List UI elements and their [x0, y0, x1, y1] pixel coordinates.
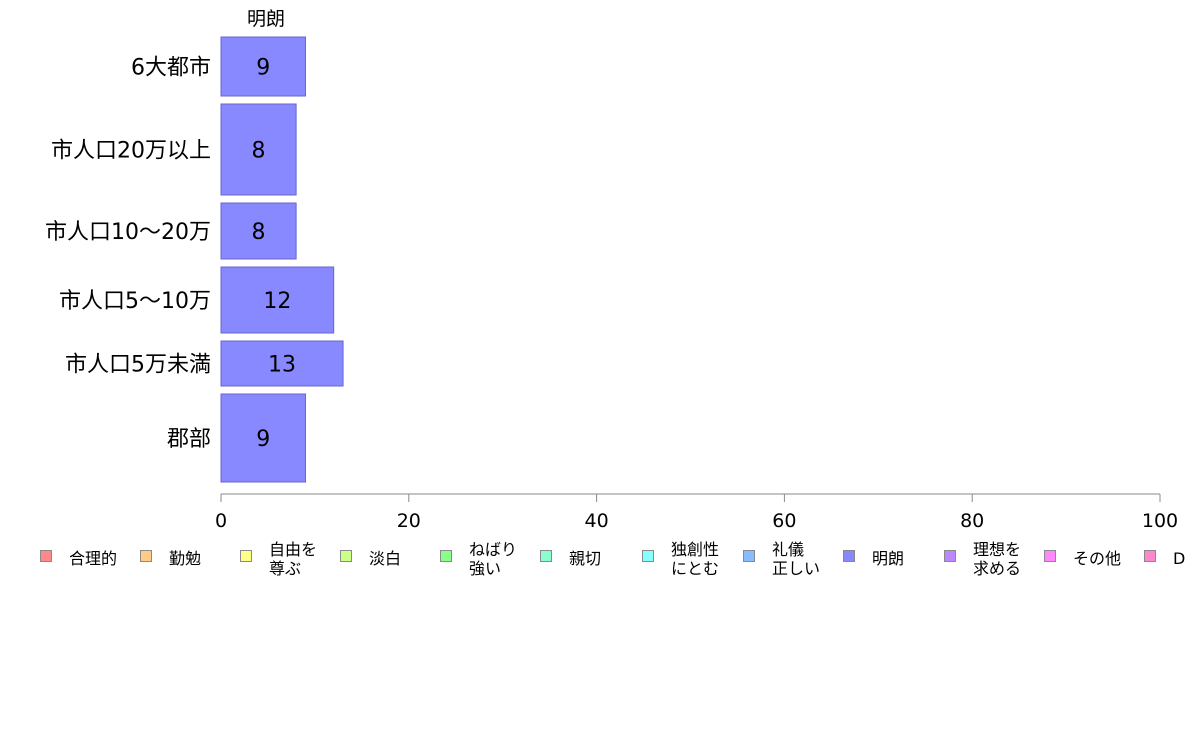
bar-value-label: 9: [256, 427, 270, 452]
bar-value-label: 12: [263, 289, 291, 314]
legend-item: D: [1144, 540, 1185, 568]
bar-value-label: 13: [268, 353, 296, 378]
legend-label: 独創性 にとむ: [671, 540, 720, 578]
category-label: 市人口5〜10万: [59, 289, 211, 314]
bar: [220, 103, 297, 196]
x-tick-label: 20: [397, 510, 421, 532]
category-label: 郡部: [167, 427, 211, 452]
legend-swatch: [340, 550, 352, 562]
bar: [220, 393, 307, 483]
legend-label: 合理的: [69, 549, 118, 568]
legend-label: 理想を 求める: [973, 540, 1022, 578]
legend-item: 自由を 尊ぶ: [240, 540, 317, 578]
legend-swatch: [440, 550, 452, 562]
legend-swatch: [944, 550, 956, 562]
bars-group: 9 6大都市 8 市人口20万以上 8 市人口10〜20万 12 市人口5〜10万 13 市人口5…: [45, 36, 344, 483]
legend-item: 礼儀 正しい: [743, 540, 820, 578]
series-title: 明朗: [247, 8, 285, 30]
legend-label: 親切: [569, 549, 602, 568]
category-label: 市人口10〜20万: [45, 220, 211, 245]
legend-item: 親切: [540, 540, 601, 568]
legend-swatch: [140, 550, 152, 562]
legend-label: 淡白: [369, 549, 402, 568]
bar: [220, 340, 344, 387]
legend-item: 淡白: [340, 540, 401, 568]
bar-value-label: 8: [252, 220, 266, 245]
bar: [220, 36, 307, 97]
x-tick-label: 80: [960, 510, 984, 532]
legend-item: ねばり 強い: [440, 540, 517, 578]
legend-item: 勤勉: [140, 540, 201, 568]
legend-swatch: [1044, 550, 1056, 562]
x-axis: 0 20 40 60 80 100: [215, 493, 1178, 532]
legend-label: その他: [1073, 549, 1122, 568]
category-label: 市人口5万未満: [65, 353, 211, 378]
bar-chart: 明朗 9 6大都市 8 市人口20万以上 8 市人口10〜20万 12 市人口5〜10万 13 市…: [45, 8, 1178, 532]
x-tick-label: 60: [772, 510, 796, 532]
legend-swatch: [540, 550, 552, 562]
x-tick-label: 100: [1142, 510, 1178, 532]
legend-item: 合理的: [40, 540, 117, 568]
legend-swatch: [1144, 550, 1156, 562]
legend-item: 明朗: [843, 540, 904, 568]
x-tick-label: 0: [215, 510, 227, 532]
legend-swatch: [240, 550, 252, 562]
legend-swatch: [843, 550, 855, 562]
bar: [220, 202, 297, 260]
legend-label: D: [1173, 549, 1186, 568]
bar: [220, 266, 335, 334]
legend: 合理的 勤勉 自由を 尊ぶ 淡白 ねばり 強い 親切 独創性 にとむ 礼儀 正しい 明朗 理想を …: [0, 540, 1188, 600]
category-label: 6大都市: [131, 56, 211, 81]
legend-item: その他: [1044, 540, 1121, 568]
legend-item: 理想を 求める: [944, 540, 1021, 578]
legend-label: 自由を 尊ぶ: [269, 540, 318, 578]
legend-label: 明朗: [872, 549, 905, 568]
bar-value-label: 8: [252, 139, 266, 164]
legend-label: ねばり 強い: [469, 540, 518, 578]
legend-item: 独創性 にとむ: [642, 540, 719, 578]
category-label: 市人口20万以上: [51, 139, 211, 164]
legend-swatch: [40, 550, 52, 562]
legend-label: 礼儀 正しい: [772, 540, 821, 578]
legend-label: 勤勉: [169, 549, 202, 568]
legend-swatch: [743, 550, 755, 562]
bar-value-label: 9: [256, 56, 270, 81]
x-tick-label: 40: [585, 510, 609, 532]
legend-swatch: [642, 550, 654, 562]
